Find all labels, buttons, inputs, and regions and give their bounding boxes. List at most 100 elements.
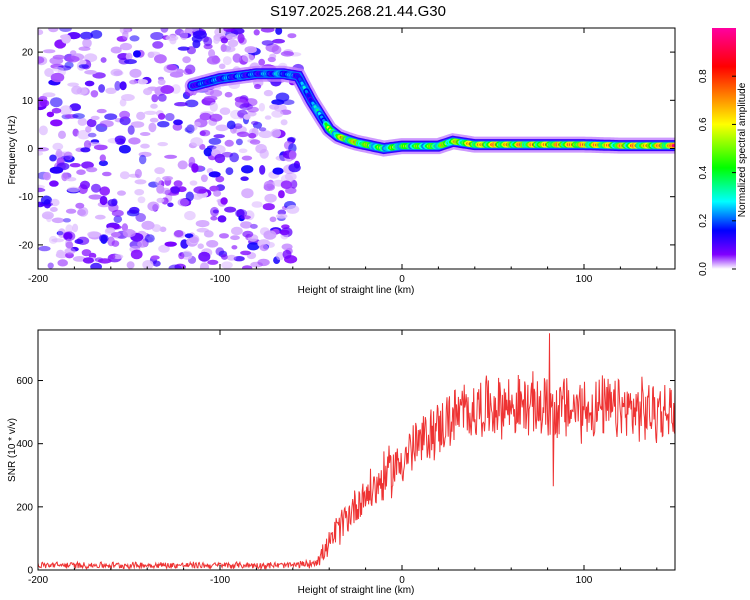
noise-blob	[261, 40, 274, 46]
noise-blob	[134, 168, 142, 179]
snr-ticks: -200 -100 0 100 0 200 400 600	[16, 330, 675, 586]
spectrogram-xlabel: Height of straight line (km)	[298, 285, 415, 296]
noise-blob	[192, 30, 207, 40]
colorbar-tick-label: 0.0	[698, 262, 709, 276]
noise-blob	[179, 30, 189, 40]
noise-blob	[82, 257, 94, 264]
noise-blob	[72, 223, 79, 233]
noise-blob	[52, 142, 64, 151]
y-tick-label: -20	[19, 240, 34, 251]
noise-blob	[262, 203, 275, 211]
noise-blob	[119, 81, 127, 91]
noise-blob	[240, 250, 252, 256]
noise-blob	[128, 137, 141, 145]
noise-blob	[281, 99, 295, 105]
noise-blob	[171, 84, 181, 94]
noise-blob	[173, 119, 183, 126]
noise-blob	[269, 104, 280, 110]
noise-blob	[148, 122, 157, 133]
noise-blob	[79, 59, 87, 66]
noise-blob	[237, 33, 245, 44]
noise-blob	[78, 64, 90, 69]
noise-blob	[238, 148, 248, 154]
noise-blob	[258, 102, 265, 112]
noise-blob	[203, 147, 213, 157]
noise-blob	[209, 185, 219, 192]
noise-blob	[221, 254, 228, 260]
noise-blob	[284, 172, 297, 181]
noise-blob	[139, 154, 147, 165]
noise-blob	[97, 258, 112, 264]
noise-blob	[271, 99, 285, 105]
noise-blob	[240, 215, 251, 220]
noise-blob	[152, 260, 161, 267]
x-tick-label: -100	[210, 575, 230, 586]
noise-blob	[151, 94, 159, 103]
noise-blob	[162, 176, 174, 181]
noise-blob	[59, 105, 73, 116]
noise-blob	[226, 254, 237, 261]
noise-blob	[177, 46, 190, 51]
noise-blob	[90, 115, 100, 121]
colorbar-gradient	[712, 28, 736, 269]
noise-blob	[77, 209, 86, 216]
noise-blob	[232, 53, 242, 63]
noise-blob	[199, 143, 206, 150]
noise-blob	[157, 113, 166, 120]
noise-blob	[154, 167, 165, 175]
noise-blob	[259, 148, 269, 159]
noise-blob	[241, 188, 254, 199]
noise-blob	[160, 187, 171, 195]
noise-blob	[43, 49, 56, 54]
y-tick-label: 200	[16, 502, 33, 513]
noise-blob	[230, 235, 240, 241]
noise-blob	[269, 216, 277, 223]
noise-blob	[233, 123, 243, 129]
noise-blob	[231, 226, 243, 236]
noise-blob	[99, 154, 107, 162]
noise-blob	[288, 163, 301, 173]
noise-blob	[177, 198, 189, 207]
noise-blob	[208, 171, 221, 178]
noise-blob	[72, 256, 87, 262]
noise-blob	[110, 232, 121, 238]
noise-blob	[167, 202, 174, 208]
spectrogram-ylabel: Frequency (Hz)	[7, 116, 18, 185]
noise-blob	[220, 44, 227, 52]
noise-blob	[52, 67, 64, 72]
noise-blob	[251, 201, 263, 208]
noise-blob	[67, 186, 81, 193]
noise-blob	[149, 117, 159, 123]
noise-blob	[199, 262, 210, 269]
noise-blob	[170, 186, 181, 194]
noise-blob	[259, 244, 269, 252]
noise-blob	[280, 119, 288, 126]
noise-blob	[150, 103, 158, 109]
noise-blob	[225, 167, 234, 176]
noise-blob	[263, 89, 273, 97]
x-tick-label: -100	[210, 274, 230, 285]
y-tick-label: 400	[16, 439, 33, 450]
noise-blob	[137, 196, 146, 204]
noise-blob	[263, 230, 277, 240]
noise-blob	[77, 129, 91, 140]
noise-blob	[203, 95, 218, 101]
noise-blob	[224, 139, 234, 147]
y-tick-label: 0	[27, 566, 33, 577]
noise-blob	[127, 125, 135, 135]
noise-blob	[38, 29, 44, 36]
noise-blob	[182, 56, 191, 64]
noise-blob	[281, 243, 293, 251]
colorbar-ticks: 0.0 0.2 0.4 0.6 0.8	[698, 69, 736, 276]
noise-blob	[66, 177, 77, 182]
noise-blob	[80, 147, 91, 153]
noise-blob	[278, 190, 285, 199]
y-tick-label: -10	[19, 192, 34, 203]
noise-blob	[207, 259, 219, 265]
noise-blob	[224, 206, 237, 213]
y-tick-label: 600	[16, 376, 33, 387]
noise-blob	[88, 194, 103, 200]
noise-blob	[99, 120, 114, 128]
noise-blob	[141, 220, 155, 230]
noise-blob	[248, 132, 257, 139]
